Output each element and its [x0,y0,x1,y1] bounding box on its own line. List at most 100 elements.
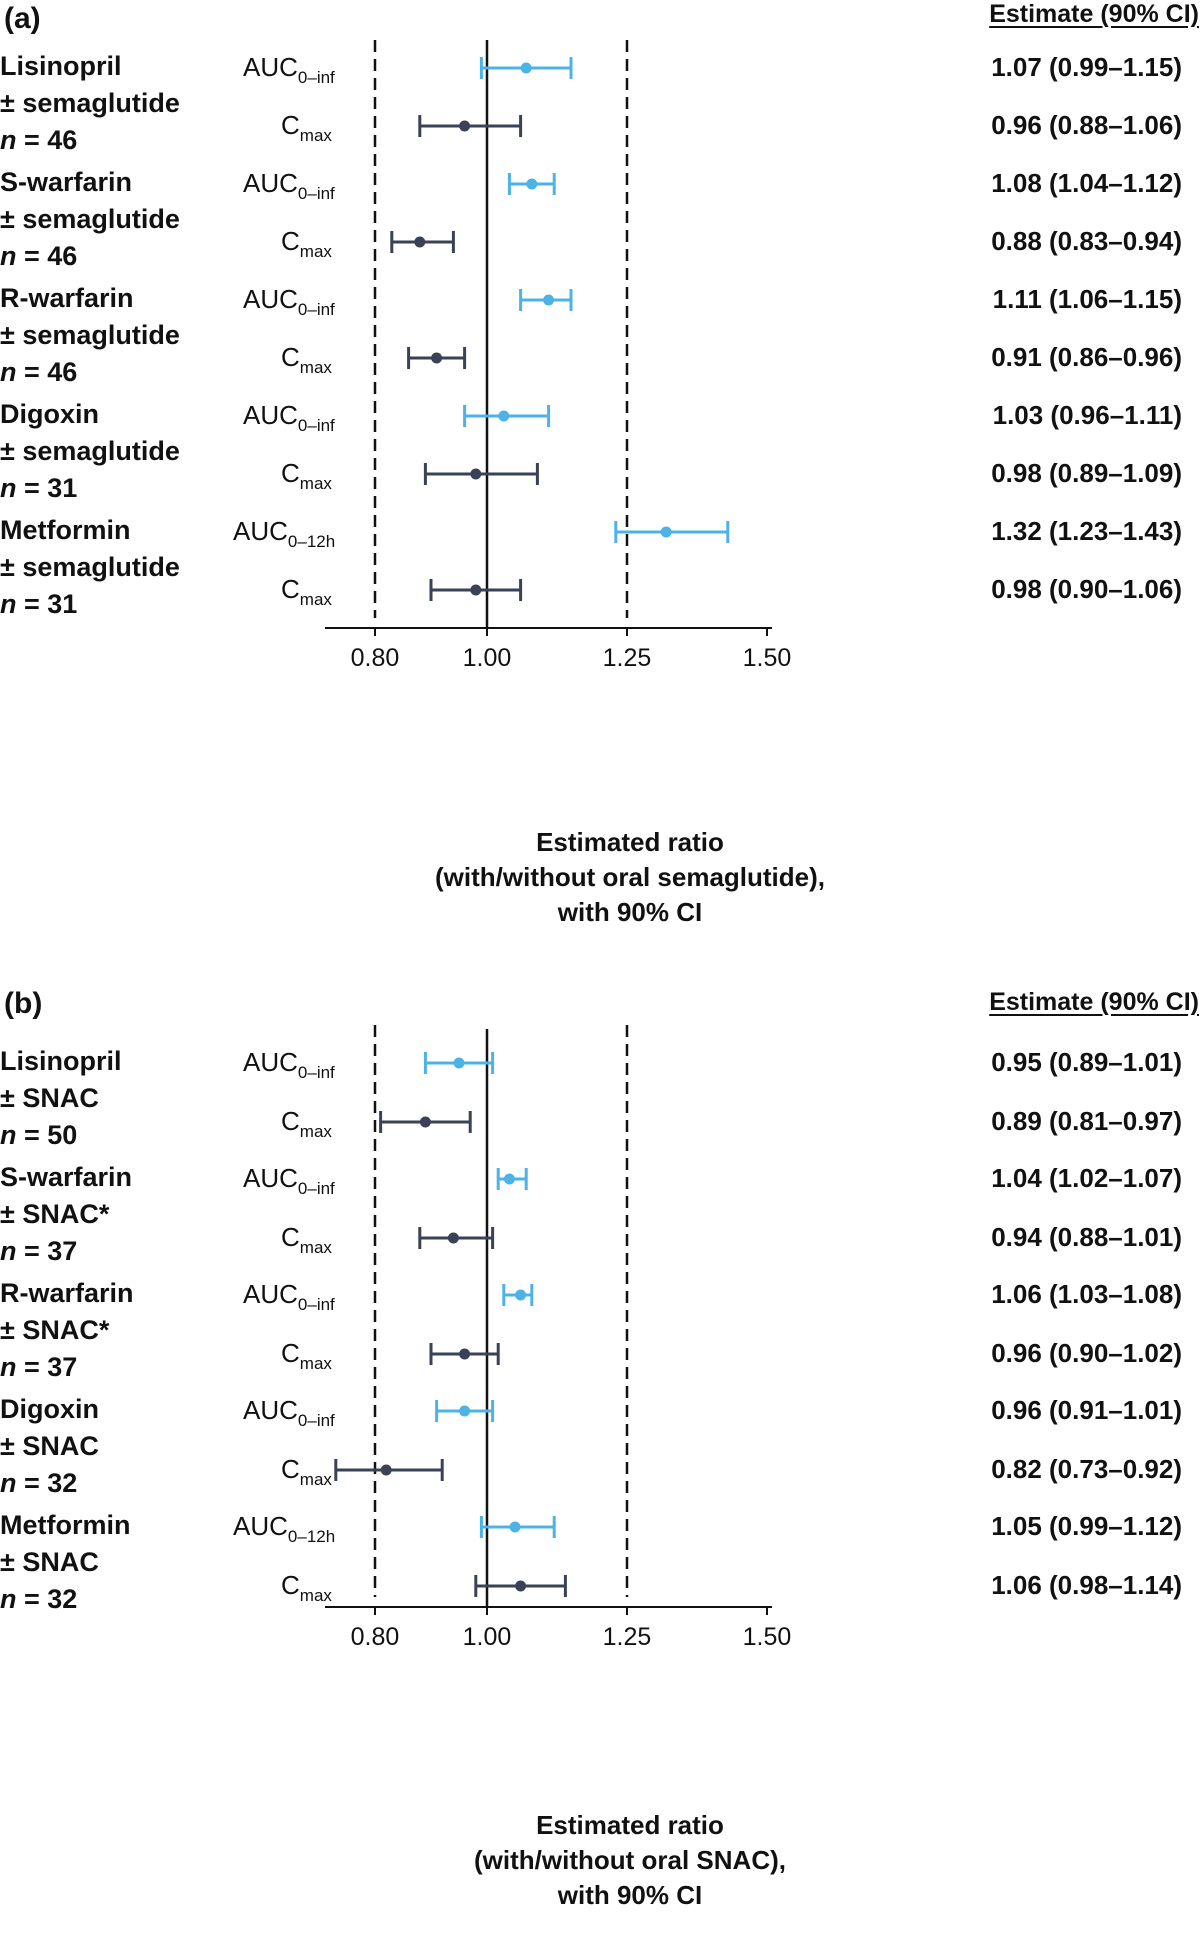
x-tick-label: 1.50 [743,644,792,672]
sample-size: n = 50 [0,1117,122,1154]
drug-group-label: Lisinopril ± semaglutide n = 46 [0,48,180,159]
metric-subscript: max [299,590,332,609]
n-value: = 37 [16,1352,78,1382]
drug-name: S-warfarin [0,1162,133,1192]
point-estimate [447,1232,459,1244]
point-estimate [498,410,510,422]
point-estimate [380,1464,392,1476]
metric-label: AUC0–12h [233,516,335,551]
n-value: = 50 [16,1120,78,1150]
metric-base: AUC [243,1047,298,1077]
sample-size: n = 37 [0,1233,132,1270]
metric-base: AUC [243,52,298,82]
comparison-label: ± SNAC [0,1547,99,1577]
x-axis-label-line-1: Estimated ratio [536,827,724,857]
sample-size: n = 32 [0,1465,99,1502]
point-estimate [515,1289,527,1301]
metric-label: Cmax [281,1570,332,1605]
metric-subscript: max [299,474,332,493]
sample-size: n = 46 [0,122,180,159]
metric-label: Cmax [281,574,332,609]
metric-subscript: 0–inf [297,68,335,87]
x-tick-label: 0.80 [351,1623,400,1651]
metric-base: AUC [243,1163,298,1193]
estimate-value: 0.95 (0.89–1.01) [991,1047,1182,1077]
estimate-value: 0.82 (0.73–0.92) [991,1454,1182,1484]
panel-label: (a) [4,2,41,35]
n-symbol: n [0,1584,17,1614]
metric-label: AUC0–inf [243,284,335,319]
point-estimate [520,62,532,74]
drug-name: Digoxin [0,399,99,429]
metric-subscript: 0–inf [297,1063,335,1082]
panel-a: (a) Estimate (90% CI) 0.80 1.00 1.25 1.50 E… [0,0,1200,955]
metric-label: AUC0–inf [243,1047,335,1082]
drug-group-label: S-warfarin ± semaglutide n = 46 [0,164,180,275]
point-estimate [419,1116,431,1128]
point-estimate [459,120,471,132]
sample-size: n = 46 [0,354,180,391]
metric-subscript: max [299,1122,332,1141]
comparison-label: ± semaglutide [0,204,180,234]
drug-group-label: R-warfarin ± SNAC* n = 37 [0,1275,134,1386]
estimate-value: 0.98 (0.90–1.06) [991,574,1182,604]
metric-label: AUC0–inf [243,168,335,203]
point-estimate [470,584,482,596]
n-symbol: n [0,241,17,271]
metric-subscript: max [299,242,332,261]
metric-subscript: 0–inf [297,300,335,319]
x-tick-label: 1.25 [603,644,652,672]
x-axis-label-line-1: Estimated ratio [536,1810,724,1840]
estimate-value: 1.03 (0.96–1.11) [992,400,1182,430]
sample-size: n = 31 [0,470,180,507]
point-estimate [459,1405,471,1417]
metric-subscript: 0–inf [297,1411,335,1430]
comparison-label: ± semaglutide [0,320,180,350]
n-value: = 32 [16,1468,78,1498]
point-estimate [509,1521,521,1533]
x-axis-label-line-2: (with/without oral semaglutide), [435,862,825,892]
metric-label: AUC0–inf [243,1395,335,1430]
drug-group-label: Metformin ± SNAC n = 32 [0,1507,131,1618]
point-estimate [515,1580,527,1592]
metric-base: AUC [233,516,288,546]
x-axis-label: Estimated ratio (with/without oral SNAC)… [330,1808,930,1913]
sample-size: n = 31 [0,586,180,623]
metric-label: Cmax [281,1338,332,1373]
metric-label: AUC0–inf [243,52,335,87]
comparison-label: ± SNAC [0,1431,99,1461]
n-value: = 46 [16,241,78,271]
estimate-value: 1.08 (1.04–1.12) [991,168,1182,198]
point-estimate [526,178,538,190]
metric-base: AUC [243,1279,298,1309]
metric-subscript: max [299,1238,332,1257]
n-value: = 32 [16,1584,78,1614]
n-symbol: n [0,1468,17,1498]
drug-name: Lisinopril [0,1046,122,1076]
x-tick-label: 1.25 [603,1623,652,1651]
metric-label: Cmax [281,1222,332,1257]
metric-label: AUC0–12h [233,1511,335,1546]
estimate-value: 0.88 (0.83–0.94) [991,226,1182,256]
x-axis-label-line-3: with 90% CI [557,1880,703,1910]
drug-name: Metformin [0,515,131,545]
panel-label: (b) [4,987,43,1020]
x-tick-label: 1.00 [463,1623,512,1651]
n-symbol: n [0,125,17,155]
metric-label: AUC0–inf [243,400,335,435]
metric-base: C [281,1222,300,1252]
estimate-value: 1.11 (1.06–1.15) [992,284,1182,314]
point-estimate [503,1173,515,1185]
n-symbol: n [0,1352,17,1382]
metric-base: C [281,1454,300,1484]
metric-label: AUC0–inf [243,1163,335,1198]
comparison-label: ± semaglutide [0,552,180,582]
metric-base: C [281,1338,300,1368]
comparison-label: ± SNAC [0,1083,99,1113]
metric-base: C [281,342,300,372]
metric-subscript: max [299,126,332,145]
forest-plot: 0.80 1.00 1.25 1.50 [325,40,792,672]
metric-subscript: max [299,1470,332,1489]
x-axis-label: Estimated ratio (with/without oral semag… [330,825,930,930]
metric-subscript: 0–inf [297,184,335,203]
